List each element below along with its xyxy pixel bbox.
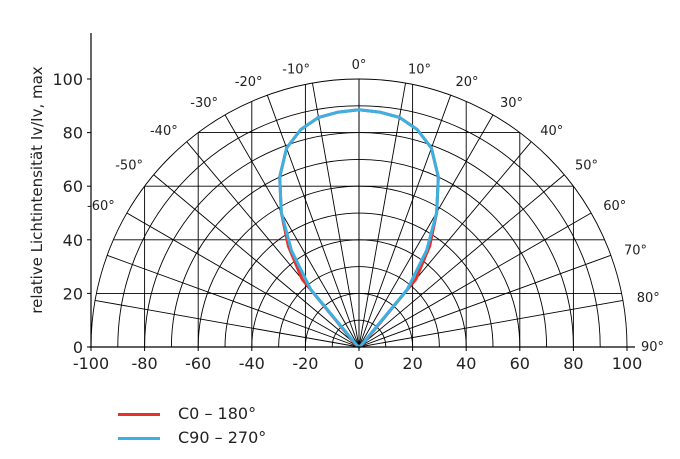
y-axis-title: relative Lichtintensität Iv/Iv, max (28, 66, 46, 313)
grid-spoke (153, 174, 360, 348)
grid-spoke (358, 254, 611, 348)
grid-spoke (358, 212, 592, 348)
legend-swatch-c90 (118, 437, 160, 440)
x-tick-label: -80 (132, 354, 158, 373)
angle-label: 0° (352, 58, 367, 73)
y-tick-label: 20 (63, 284, 83, 303)
grid-spoke (224, 114, 360, 348)
angle-label: -20° (235, 75, 263, 90)
x-tick-label: -40 (239, 354, 265, 373)
angle-label: -10° (282, 62, 310, 77)
x-tick-label: -60 (185, 354, 211, 373)
angle-label: 20° (455, 75, 478, 90)
legend-item-c90: C90 – 270° (118, 426, 378, 450)
y-tick-label: 0 (73, 338, 83, 357)
legend-label-c0: C0 – 180° (178, 404, 257, 423)
chart-axes (87, 33, 635, 351)
angle-label: 90° (641, 340, 664, 355)
legend-item-c0: C0 – 180° (118, 402, 378, 426)
y-tick-label: 100 (52, 70, 83, 89)
angle-label: -40° (150, 124, 178, 139)
grid-spoke (312, 82, 360, 348)
angle-label: 50° (575, 159, 598, 174)
legend-swatch-c0 (118, 413, 160, 416)
y-tick-label: 60 (63, 177, 83, 196)
x-tick-label: -100 (73, 354, 109, 373)
grid-spoke (94, 300, 360, 348)
polar-chart: -100 -80 -60 -40 -20 0 20 40 60 80 100 0 20 40 60 80 100… (28, 33, 664, 373)
angle-label: -30° (190, 96, 218, 111)
x-tick-label: -20 (292, 354, 318, 373)
grid-spoke (107, 254, 360, 348)
grid-spoke (358, 174, 565, 348)
grid-spoke (358, 300, 624, 348)
y-tick-label: 80 (63, 124, 83, 143)
angle-label: 60° (603, 199, 626, 214)
grid-spoke (266, 95, 360, 348)
series-line-1 (278, 108, 440, 349)
polar-grid (90, 78, 628, 348)
angle-label: 30° (500, 96, 523, 111)
grid-spoke (126, 212, 360, 348)
angle-label: 40° (540, 124, 563, 139)
x-tick-label: 60 (510, 354, 530, 373)
chart-legend: C0 – 180° C90 – 270° (118, 402, 378, 450)
intensity-curves (278, 108, 440, 349)
angle-label: -60° (87, 199, 115, 214)
angle-label: 70° (624, 244, 647, 259)
x-tick-label: 0 (354, 354, 364, 373)
x-tick-label: 40 (456, 354, 476, 373)
x-tick-label: 100 (612, 354, 643, 373)
angle-label: 10° (408, 62, 431, 77)
angle-label: 80° (637, 291, 660, 306)
x-tick-label: 20 (402, 354, 422, 373)
grid-spoke (358, 114, 494, 348)
y-tick-label: 40 (63, 231, 83, 250)
angle-label: -50° (115, 159, 143, 174)
x-tick-label: 80 (563, 354, 583, 373)
chart-labels: -100 -80 -60 -40 -20 0 20 40 60 80 100 0 20 40 60 80 100… (28, 58, 664, 373)
legend-label-c90: C90 – 270° (178, 428, 267, 447)
grid-spoke (358, 82, 406, 348)
grid-spoke (358, 95, 452, 348)
